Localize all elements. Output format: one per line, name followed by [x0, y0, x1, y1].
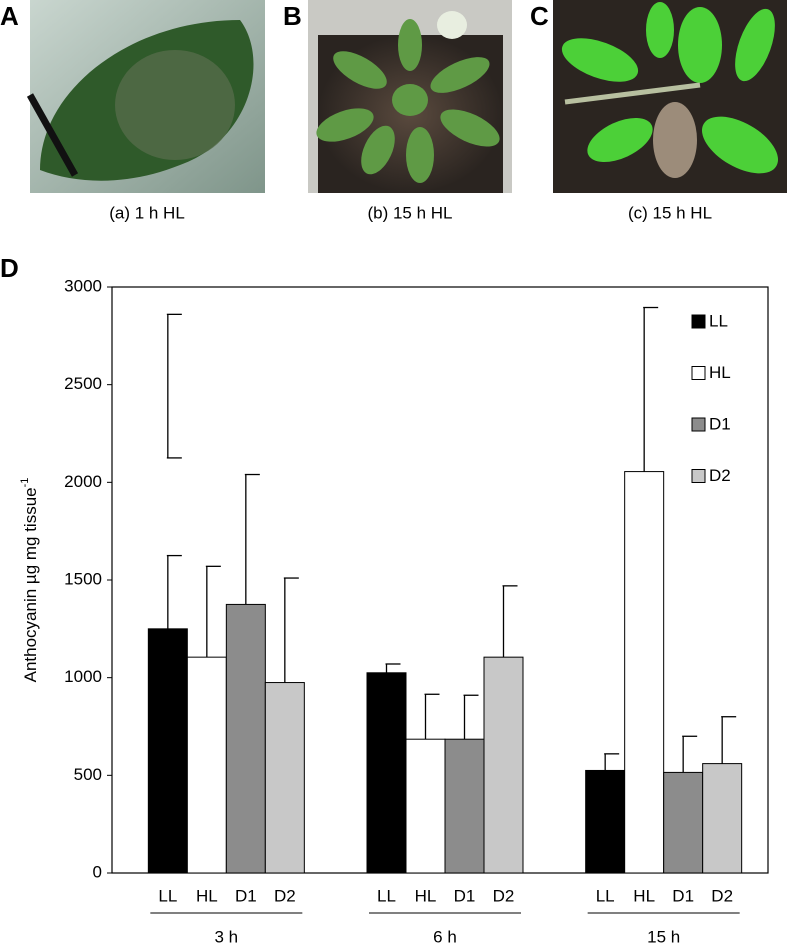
bar	[483, 656, 524, 874]
legend-label: D2	[709, 466, 731, 485]
legend-swatch	[691, 417, 706, 432]
x-tick-label: D1	[454, 886, 476, 905]
x-tick-label: LL	[596, 886, 615, 905]
y-tick-label: 3000	[64, 276, 102, 295]
panel-letter: A	[0, 1, 19, 31]
y-axis-title: Anthocyanin µg mg tissue-1	[19, 478, 41, 683]
legend-swatch	[691, 366, 706, 380]
photo-caption: (c) 15 h HL	[628, 203, 712, 222]
bar	[225, 603, 266, 874]
bar	[147, 628, 188, 874]
y-tick-label: 1500	[64, 569, 102, 588]
x-tick-label: HL	[196, 886, 218, 905]
photo-a	[26, 0, 265, 193]
bar	[264, 682, 305, 874]
bar	[444, 738, 485, 874]
photo-caption: (b) 15 h HL	[367, 203, 452, 222]
photo-b	[308, 0, 512, 193]
y-tick-label: 2500	[64, 374, 102, 393]
x-tick-label: HL	[415, 886, 437, 905]
panel-letter: C	[530, 1, 549, 31]
bar	[186, 656, 227, 874]
bar	[366, 672, 407, 874]
group-label: 3 h	[215, 927, 239, 946]
x-tick-label: HL	[633, 886, 655, 905]
group-label: 6 h	[433, 927, 457, 946]
bar	[702, 763, 743, 874]
y-tick-label: 500	[74, 765, 102, 784]
x-tick-label: LL	[377, 886, 396, 905]
legend-swatch	[691, 314, 706, 329]
legend-label: LL	[709, 311, 728, 330]
x-tick-label: LL	[158, 886, 177, 905]
bar	[663, 771, 704, 874]
bar	[585, 769, 626, 874]
x-tick-label: D2	[493, 886, 515, 905]
legend-swatch	[691, 469, 706, 483]
y-tick-label: 2000	[64, 472, 102, 491]
photo-caption: (a) 1 h HL	[109, 203, 185, 222]
y-axis-title-text: Anthocyanin µg mg tissue	[21, 487, 40, 682]
x-tick-label: D1	[672, 886, 694, 905]
x-tick-label: D2	[274, 886, 296, 905]
legend-label: HL	[709, 363, 731, 382]
photo-c	[553, 0, 787, 193]
bar	[624, 471, 665, 874]
group-label: 15 h	[647, 927, 680, 946]
x-tick-label: D1	[235, 886, 257, 905]
y-tick-label: 0	[93, 862, 102, 881]
x-tick-label: D2	[711, 886, 733, 905]
y-tick-label: 1000	[64, 667, 102, 686]
y-axis-title-superscript: -1	[19, 478, 31, 488]
bar	[405, 738, 446, 874]
legend-label: D1	[709, 414, 731, 433]
panel-letter: D	[0, 253, 19, 283]
panel-letter: B	[283, 1, 302, 31]
